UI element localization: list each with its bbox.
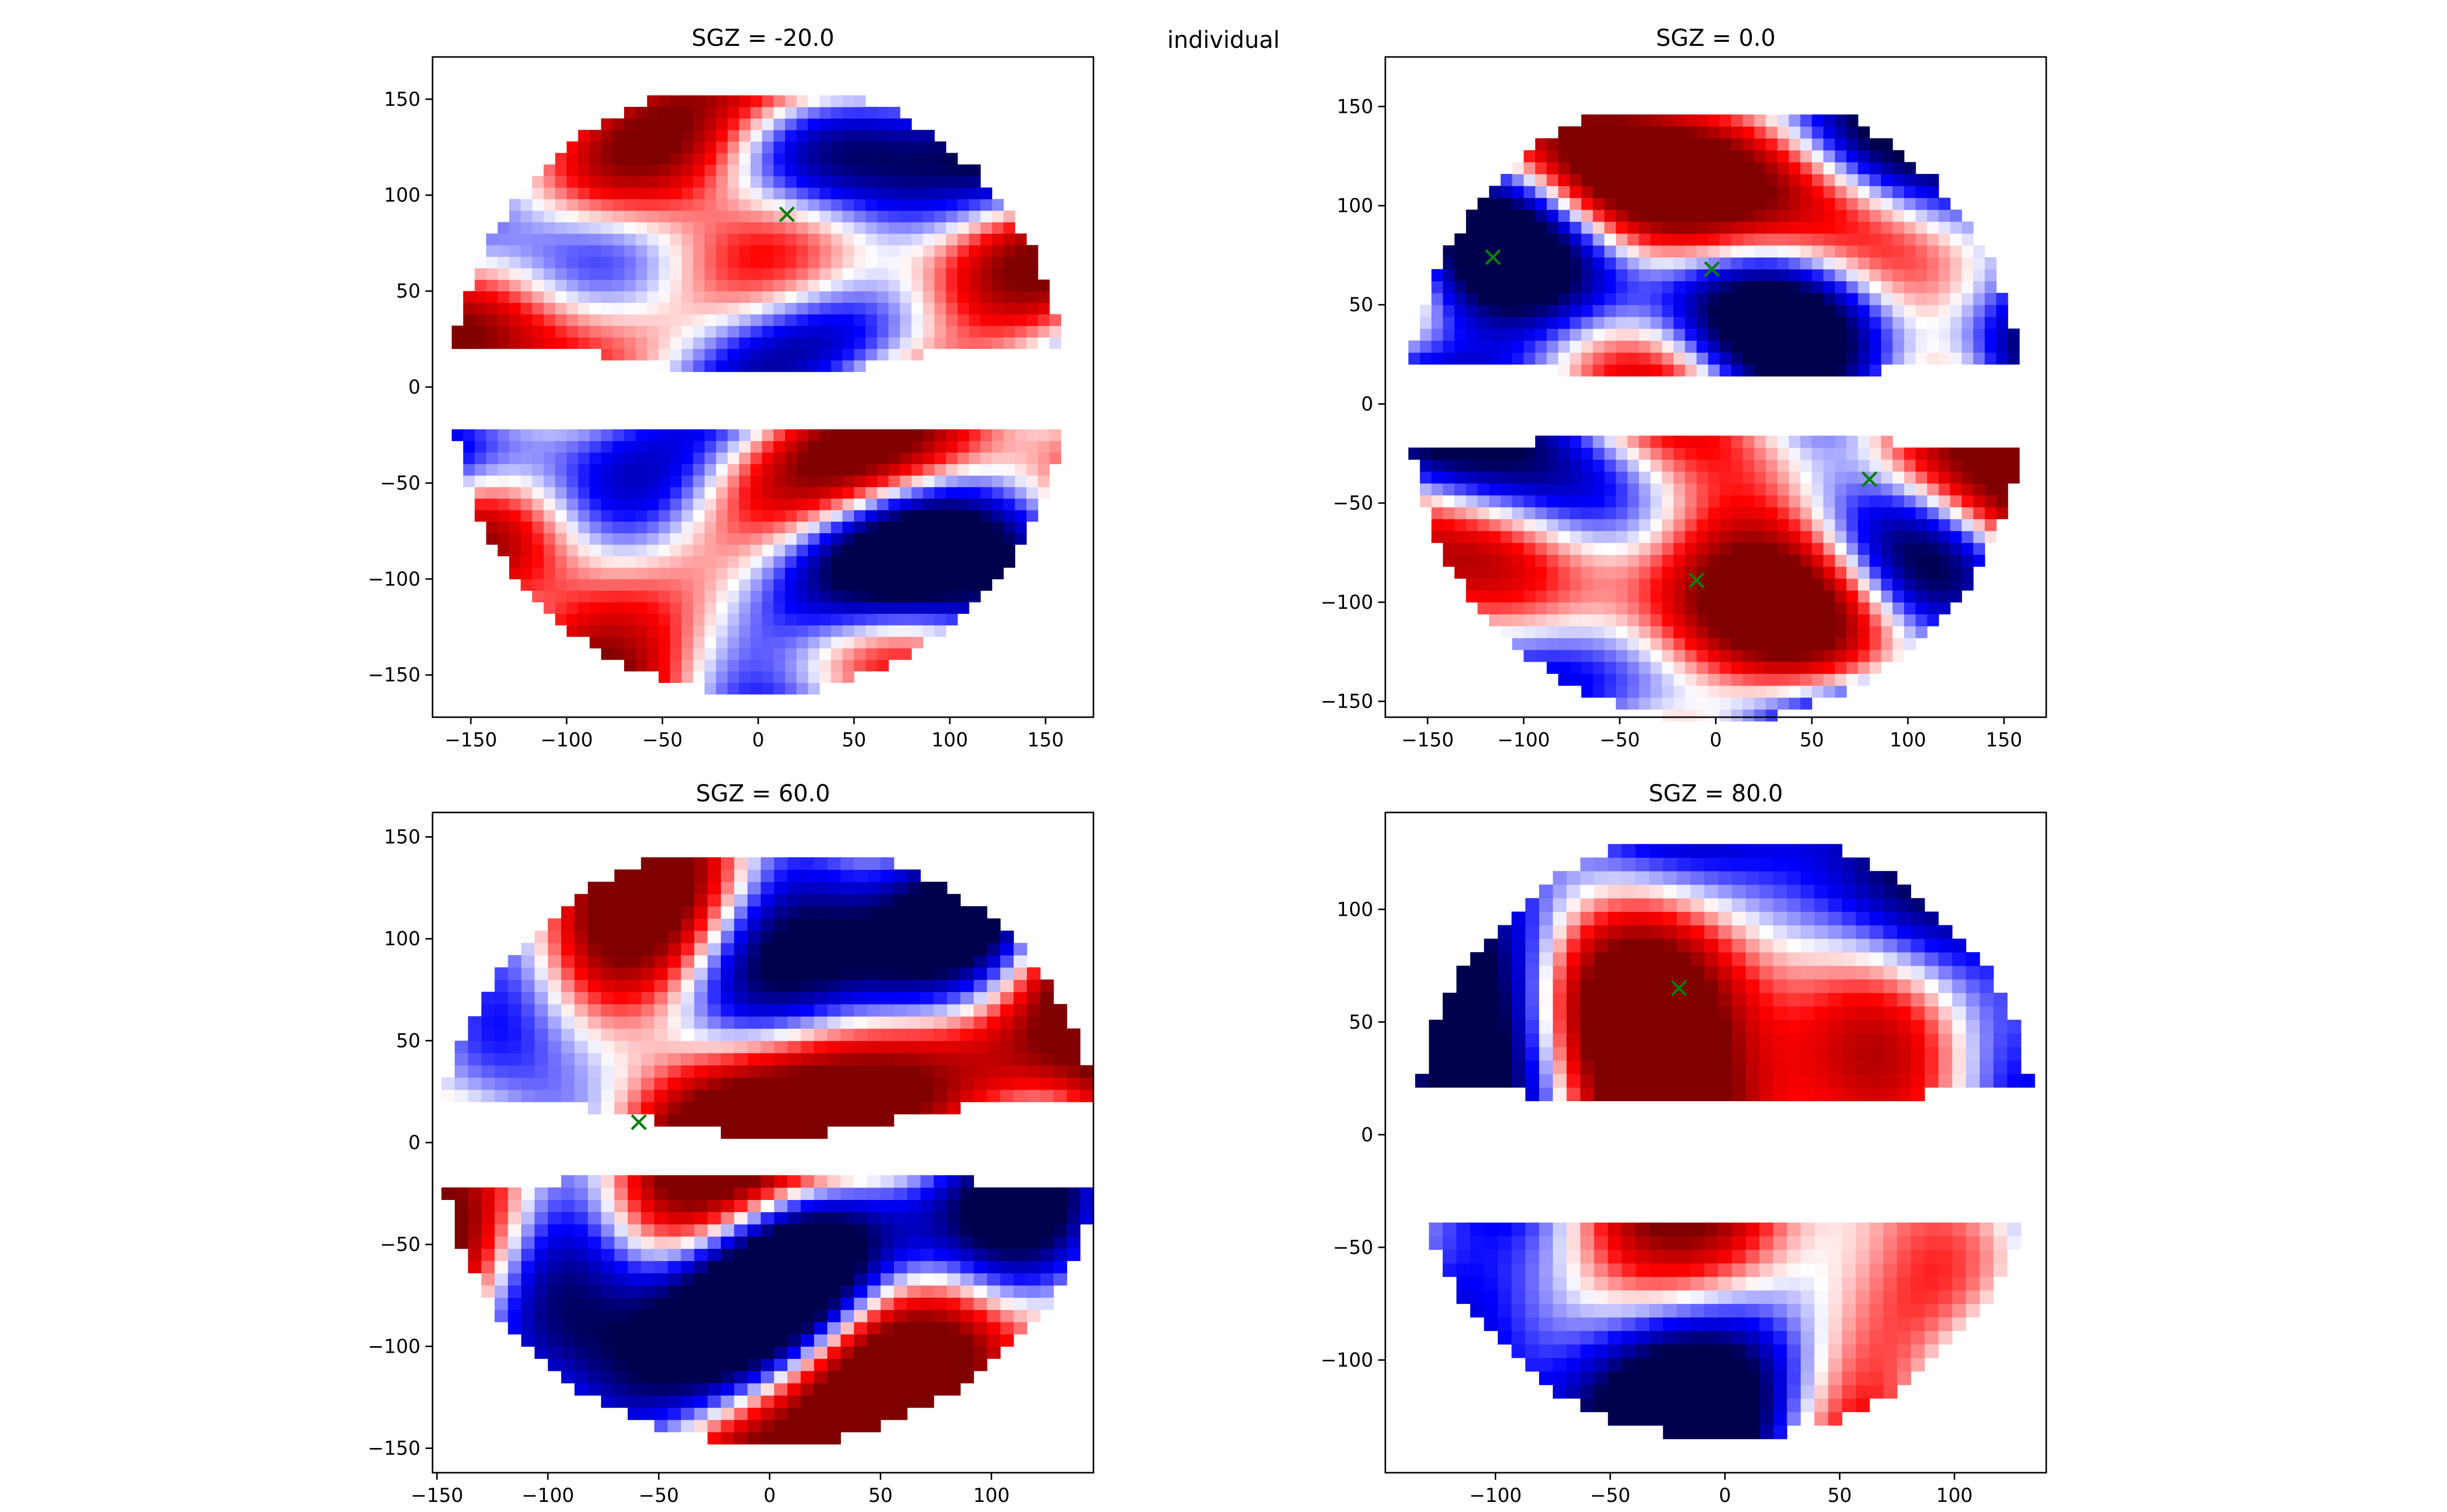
x-tick-label: −150	[411, 1484, 463, 1506]
y-tick-label: −150	[1321, 690, 1373, 713]
y-tick-label: 0	[408, 1131, 420, 1154]
y-tick-label: −100	[1321, 591, 1373, 613]
y-tick-label: 50	[396, 280, 420, 302]
x-tick-label: −50	[642, 729, 683, 751]
x-tick-label: 50	[842, 729, 866, 751]
heatmap-cells	[452, 95, 1061, 695]
y-tick-label: −50	[380, 1233, 420, 1255]
y-tick-label: −100	[368, 1335, 420, 1357]
panel-2: SGZ = 0.0 −150 −100 −50 0 50 100 150 −150 −100 −50…	[1321, 24, 2047, 751]
heatmap-cells	[1415, 844, 2035, 1439]
x-tick-label: −150	[1401, 729, 1454, 751]
y-tick-label: −100	[1321, 1349, 1373, 1371]
x-tick-label: 100	[973, 1484, 1010, 1506]
marker-x	[1485, 249, 1501, 266]
x-tick-label: 150	[1027, 729, 1064, 751]
x-tick-label: −100	[522, 1484, 574, 1506]
x-tick-label: −50	[1600, 729, 1640, 751]
y-tick-label: 50	[1349, 1011, 1373, 1033]
y-tick-label: 100	[384, 184, 420, 206]
y-tick-label: 150	[384, 88, 420, 110]
x-tick-label: 50	[1800, 729, 1824, 751]
x-tick-label: 50	[868, 1484, 892, 1506]
marker-x	[1861, 471, 1878, 487]
x-tick-label: −100	[1497, 729, 1550, 751]
heatmap-cells	[441, 857, 1094, 1444]
x-tick-label: 0	[764, 1484, 776, 1506]
panel-title: SGZ = 0.0	[1656, 24, 1776, 51]
marker-x	[1671, 980, 1687, 996]
panel-title: SGZ = -20.0	[692, 24, 834, 51]
panel-4: SGZ = 80.0 −100 −50 0 50 100 −100 −50 0 50 100	[1321, 780, 2047, 1506]
panel-title: SGZ = 80.0	[1648, 780, 1783, 807]
y-tick-label: 150	[384, 826, 420, 848]
panel-3: SGZ = 60.0 −150 −100 −50 0 50 100 −150 −100 −50 0 5…	[368, 780, 1094, 1506]
x-tick-label: −50	[1590, 1484, 1630, 1506]
x-tick-label: −100	[1469, 1484, 1521, 1506]
y-tick-label: −100	[368, 568, 420, 590]
figure-title: individual	[1167, 26, 1279, 53]
y-tick-label: 50	[1349, 294, 1373, 316]
y-tick-label: 0	[408, 376, 420, 398]
y-tick-label: 0	[1361, 393, 1373, 415]
y-tick-label: 0	[1361, 1123, 1373, 1146]
x-tick-label: 100	[932, 729, 968, 751]
x-tick-label: 150	[1986, 729, 2023, 751]
y-tick-label: 150	[1336, 95, 1373, 117]
y-tick-label: −50	[380, 472, 420, 494]
y-tick-label: 100	[1336, 898, 1373, 920]
x-tick-label: 100	[1889, 729, 1926, 751]
panel-1: SGZ = -20.0 −150 −100 −50 0 50 100 150 −150 −100 −…	[368, 24, 1094, 751]
x-tick-label: −150	[445, 729, 497, 751]
marker-x	[631, 1114, 647, 1130]
x-tick-label: 0	[752, 729, 764, 751]
y-tick-label: −150	[368, 1437, 420, 1459]
x-tick-label: 0	[1719, 1484, 1731, 1506]
axes-frame	[1384, 811, 2047, 1474]
x-tick-label: 0	[1709, 729, 1722, 751]
y-tick-label: 100	[1336, 195, 1373, 217]
x-tick-label: 100	[1936, 1484, 1973, 1506]
x-tick-label: 50	[1827, 1484, 1852, 1506]
x-tick-label: −50	[639, 1484, 679, 1506]
panel-title: SGZ = 60.0	[696, 780, 830, 807]
y-tick-label: −150	[368, 664, 420, 686]
heatmap-cells	[1408, 114, 2020, 722]
marker-x	[1688, 572, 1705, 589]
x-tick-label: −100	[540, 729, 593, 751]
y-tick-label: 50	[396, 1030, 420, 1052]
y-tick-label: −50	[1333, 492, 1373, 514]
y-tick-label: −50	[1333, 1236, 1373, 1258]
marker-x	[1704, 261, 1720, 277]
y-tick-label: 100	[384, 928, 420, 950]
marker-x	[779, 206, 795, 223]
